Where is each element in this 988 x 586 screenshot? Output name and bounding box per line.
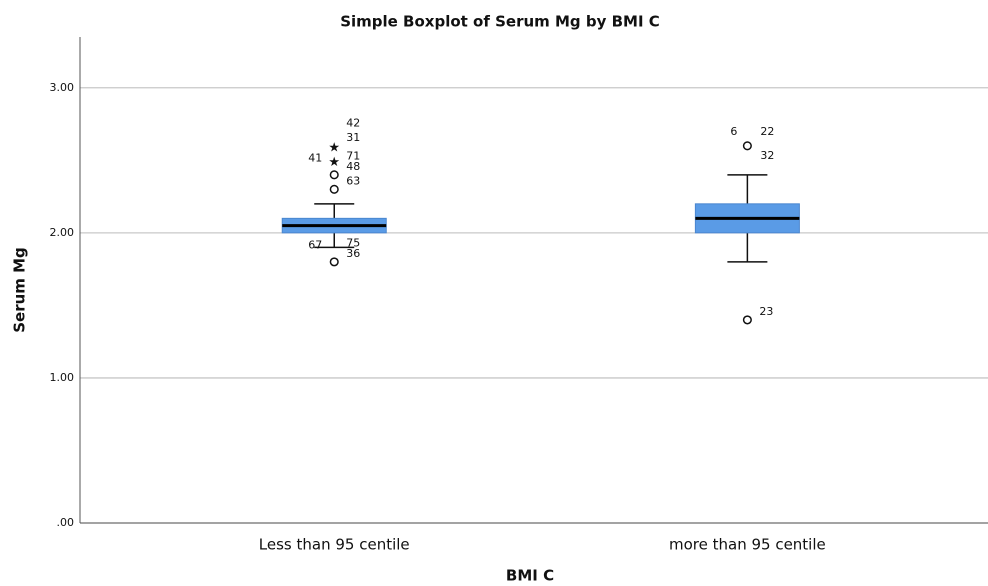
x-axis-label: BMI C	[506, 567, 554, 585]
y-tick-label: .00	[57, 516, 75, 529]
y-tick-label: 3.00	[50, 81, 75, 94]
outlier-label: 67	[308, 238, 322, 251]
outlier-label: 32	[760, 149, 774, 162]
x-tick-label: more than 95 centile	[669, 536, 826, 554]
outlier-label: 63	[346, 174, 360, 187]
outlier	[742, 315, 752, 325]
y-axis-label: Serum Mg	[11, 247, 29, 333]
outlier-label: 31	[346, 131, 360, 144]
outlier-label: 71	[346, 149, 360, 162]
y-tick-label: 2.00	[50, 226, 75, 239]
outlier	[329, 184, 339, 194]
extreme: ★	[328, 140, 340, 155]
outlier-label: 6	[730, 125, 737, 138]
outlier-label: 23	[759, 305, 773, 318]
outlier	[329, 257, 339, 267]
x-tick-label: Less than 95 centile	[259, 536, 410, 554]
outlier-label: 22	[760, 125, 774, 138]
outlier-label: 36	[346, 247, 360, 260]
outlier	[329, 170, 339, 180]
y-tick-label: 1.00	[50, 371, 75, 384]
outlier-label: 75	[346, 236, 360, 249]
chart-title: Simple Boxplot of Serum Mg by BMI C	[340, 13, 660, 31]
outlier	[742, 141, 752, 151]
outlier-label: 41	[308, 151, 322, 164]
outlier-label: 42	[346, 116, 360, 129]
extreme: ★	[328, 155, 340, 170]
outlier-label: 48	[346, 160, 360, 173]
